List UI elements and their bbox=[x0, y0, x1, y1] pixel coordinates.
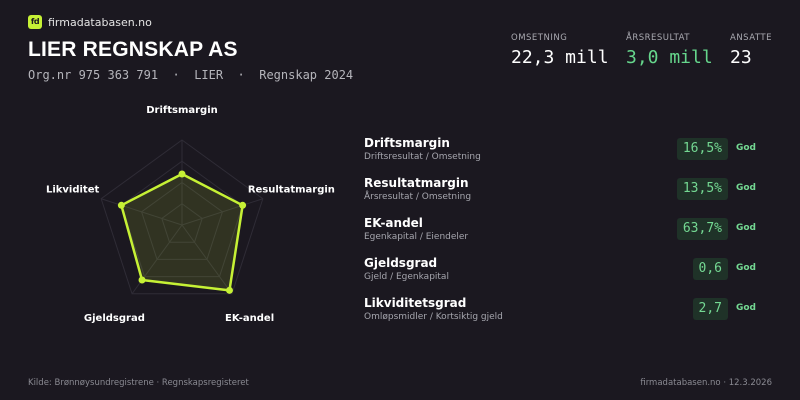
stat-omsetning: OMSETNING 22,3 mill bbox=[511, 33, 609, 68]
radar-axis-label: EK-andel bbox=[225, 313, 274, 324]
metric-row: Likviditetsgrad Omløpsmidler / Kortsikti… bbox=[364, 296, 774, 336]
stat-label: ANSATTE bbox=[730, 33, 772, 43]
stat-value: 3,0 mill bbox=[626, 47, 713, 68]
radar-data-area bbox=[120, 172, 244, 292]
stat-label: OMSETNING bbox=[511, 33, 568, 43]
brand[interactable]: fd firmadatabasen.no bbox=[28, 15, 152, 29]
metric-row: Gjeldsgrad Gjeld / Egenkapital 0,6 God bbox=[364, 256, 774, 296]
radar-data-point bbox=[117, 201, 125, 209]
metric-formula: Årsresultat / Omsetning bbox=[364, 192, 472, 202]
metric-rating: God bbox=[735, 143, 756, 153]
stat-arsresultat: ÅRSRESULTAT 3,0 mill bbox=[626, 33, 713, 68]
metric-value: 2,7 bbox=[692, 298, 728, 320]
footer-site-date: firmadatabasen.no · 12.3.2026 bbox=[640, 378, 772, 388]
metric-rating: God bbox=[735, 303, 756, 313]
metric-value: 0,6 bbox=[692, 258, 728, 280]
radar-axis-label: Likviditet bbox=[46, 184, 100, 195]
radar-data-point bbox=[225, 286, 233, 294]
meta-separator: · bbox=[172, 68, 180, 82]
metric-formula: Driftsresultat / Omsetning bbox=[364, 152, 481, 162]
stat-label: ÅRSRESULTAT bbox=[626, 33, 690, 43]
radar-data-point bbox=[178, 170, 186, 178]
metric-rating: God bbox=[735, 263, 756, 273]
meta-separator: · bbox=[237, 68, 245, 82]
radar-data-point bbox=[239, 201, 247, 209]
metric-name: EK-andel bbox=[364, 216, 423, 230]
metric-name: Likviditetsgrad bbox=[364, 296, 467, 310]
radar-grid-ring bbox=[120, 160, 244, 278]
metric-name: Gjeldsgrad bbox=[364, 256, 438, 270]
metric-value: 16,5% bbox=[676, 138, 728, 160]
stat-value: 23 bbox=[730, 47, 752, 68]
radar-data-point bbox=[138, 276, 146, 284]
metric-row: Resultatmargin Årsresultat / Omsetning 1… bbox=[364, 176, 774, 216]
radar-axis-line bbox=[181, 198, 263, 226]
metric-value: 63,7% bbox=[676, 218, 728, 240]
metric-rating: God bbox=[735, 183, 756, 193]
metric-row: Driftsmargin Driftsresultat / Omsetning … bbox=[364, 136, 774, 176]
radar-grid-ring bbox=[161, 203, 203, 243]
brand-name: firmadatabasen.no bbox=[48, 15, 152, 29]
footer-source: Kilde: Brønnøysundregistrene · Regnskaps… bbox=[28, 378, 249, 388]
company-meta: Org.nr 975 363 791 · LIER · Regnskap 202… bbox=[28, 68, 353, 82]
metric-formula: Egenkapital / Eiendeler bbox=[364, 232, 469, 242]
stat-ansatte: ANSATTE 23 bbox=[730, 33, 772, 68]
stat-value: 22,3 mill bbox=[511, 47, 609, 68]
metric-formula: Omløpsmidler / Kortsiktig gjeld bbox=[364, 312, 503, 322]
metric-value: 13,5% bbox=[676, 178, 728, 200]
radar-chart: Driftsmargin Resultatmargin EK-andel Gjelds… bbox=[46, 105, 335, 324]
radar-axis-line bbox=[101, 198, 183, 226]
radar-axis-label: Driftsmargin bbox=[146, 105, 218, 116]
radar-grid-ring bbox=[100, 139, 264, 295]
brand-logo-icon: fd bbox=[28, 15, 42, 29]
radar-axis-label: Gjeldsgrad bbox=[84, 313, 145, 324]
accounting-year: Regnskap 2024 bbox=[259, 68, 354, 82]
radar-grid-ring bbox=[140, 181, 224, 260]
metric-formula: Gjeld / Egenkapital bbox=[364, 272, 449, 282]
radar-axis-label: Resultatmargin bbox=[248, 184, 335, 195]
company-city: LIER bbox=[194, 68, 224, 82]
metric-row: EK-andel Egenkapital / Eiendeler 63,7% G… bbox=[364, 216, 774, 256]
metric-name: Driftsmargin bbox=[364, 136, 450, 150]
metric-rating: God bbox=[735, 223, 756, 233]
metric-name: Resultatmargin bbox=[364, 176, 469, 190]
metrics-list: Driftsmargin Driftsresultat / Omsetning … bbox=[364, 136, 774, 336]
radar-axis-line bbox=[181, 224, 233, 295]
company-name: LIER REGNSKAP AS bbox=[28, 38, 238, 61]
org-number: Org.nr 975 363 791 bbox=[28, 68, 159, 82]
